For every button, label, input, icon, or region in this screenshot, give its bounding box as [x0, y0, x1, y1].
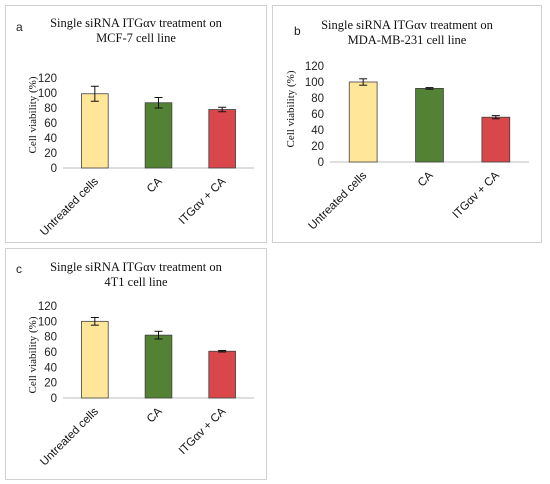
y-tick-label: 0	[318, 157, 324, 169]
bar-chart-a: 0 20 40 60 80 100 120 Untreated cells CA ITGαv + …	[38, 73, 254, 238]
y-tick-label: 120	[305, 61, 324, 73]
chart-title: Single siRNA ITGαv treatment on 4T1 cell…	[6, 260, 266, 290]
chart-title-line: 4T1 cell line	[104, 275, 168, 289]
x-tick-label: CA	[416, 169, 436, 189]
y-tick-label: 80	[44, 103, 57, 115]
x-tick-label: Untreated cells	[38, 175, 101, 238]
bar	[481, 116, 511, 163]
x-tick-label: CA	[145, 175, 165, 195]
chart-title-line: MDA-MB-231 cell line	[347, 33, 467, 47]
y-tick-label: 120	[38, 301, 57, 313]
chart-title-line: MCF-7 cell line	[96, 31, 176, 45]
bar	[208, 350, 236, 399]
y-tick-label: 0	[51, 393, 57, 405]
chart-title: Single siRNA ITGαv treatment on MDA-MB-2…	[273, 18, 541, 48]
x-tick-label: Untreated cells	[38, 405, 101, 468]
x-tick-label: ITGαv + CA	[177, 405, 229, 457]
y-tick-label: 40	[44, 362, 57, 374]
y-tick-label: 100	[305, 77, 324, 89]
panel-label: b	[294, 24, 301, 38]
y-tick-label: 60	[44, 118, 57, 130]
chart-panel-b: b Single siRNA ITGαv treatment on MDA-MB…	[272, 5, 542, 243]
chart-panel-a: a Single siRNA ITGαv treatment on MCF-7 …	[5, 5, 267, 243]
chart-title-line: Single siRNA ITGαv treatment on	[50, 16, 222, 30]
y-tick-label: 100	[38, 88, 57, 100]
x-tick-label: Untreated cells	[307, 169, 370, 232]
bar	[81, 93, 109, 169]
y-tick-label: 80	[311, 93, 324, 105]
y-tick-label: 40	[311, 125, 324, 137]
x-tick-label: CA	[145, 405, 165, 425]
panel-label: a	[16, 20, 23, 34]
y-tick-label: 20	[44, 378, 57, 390]
chart-panel-c: c Single siRNA ITGαv treatment on 4T1 ce…	[5, 248, 267, 480]
y-tick-label: 20	[44, 148, 57, 160]
bar-chart-c: 0 20 40 60 80 100 120 Untreated cells CA ITGαv + …	[38, 301, 254, 468]
bar	[348, 81, 378, 163]
bar	[415, 88, 444, 163]
y-tick-label: 40	[44, 133, 57, 145]
y-tick-label: 100	[38, 316, 57, 328]
bar	[208, 109, 236, 169]
bar-chart-b: 0 20 40 60 80 100 120 Untreated cells CA ITGαv + …	[305, 61, 529, 232]
y-tick-label: 0	[51, 163, 57, 175]
x-tick-label: ITGαv + CA	[177, 175, 229, 227]
bar	[144, 102, 173, 169]
y-tick-label: 80	[44, 332, 57, 344]
y-tick-label: 60	[44, 347, 57, 359]
chart-title-line: Single siRNA ITGαv treatment on	[321, 18, 493, 32]
y-tick-label: 60	[311, 109, 324, 121]
panel-label: c	[16, 262, 22, 276]
chart-title-line: Single siRNA ITGαv treatment on	[50, 260, 222, 274]
y-tick-label: 20	[311, 141, 324, 153]
x-tick-label: ITGαv + CA	[451, 169, 503, 221]
chart-title: Single siRNA ITGαv treatment on MCF-7 ce…	[6, 16, 266, 46]
bar	[81, 320, 109, 399]
bar	[144, 334, 173, 399]
y-tick-label: 120	[38, 73, 57, 85]
